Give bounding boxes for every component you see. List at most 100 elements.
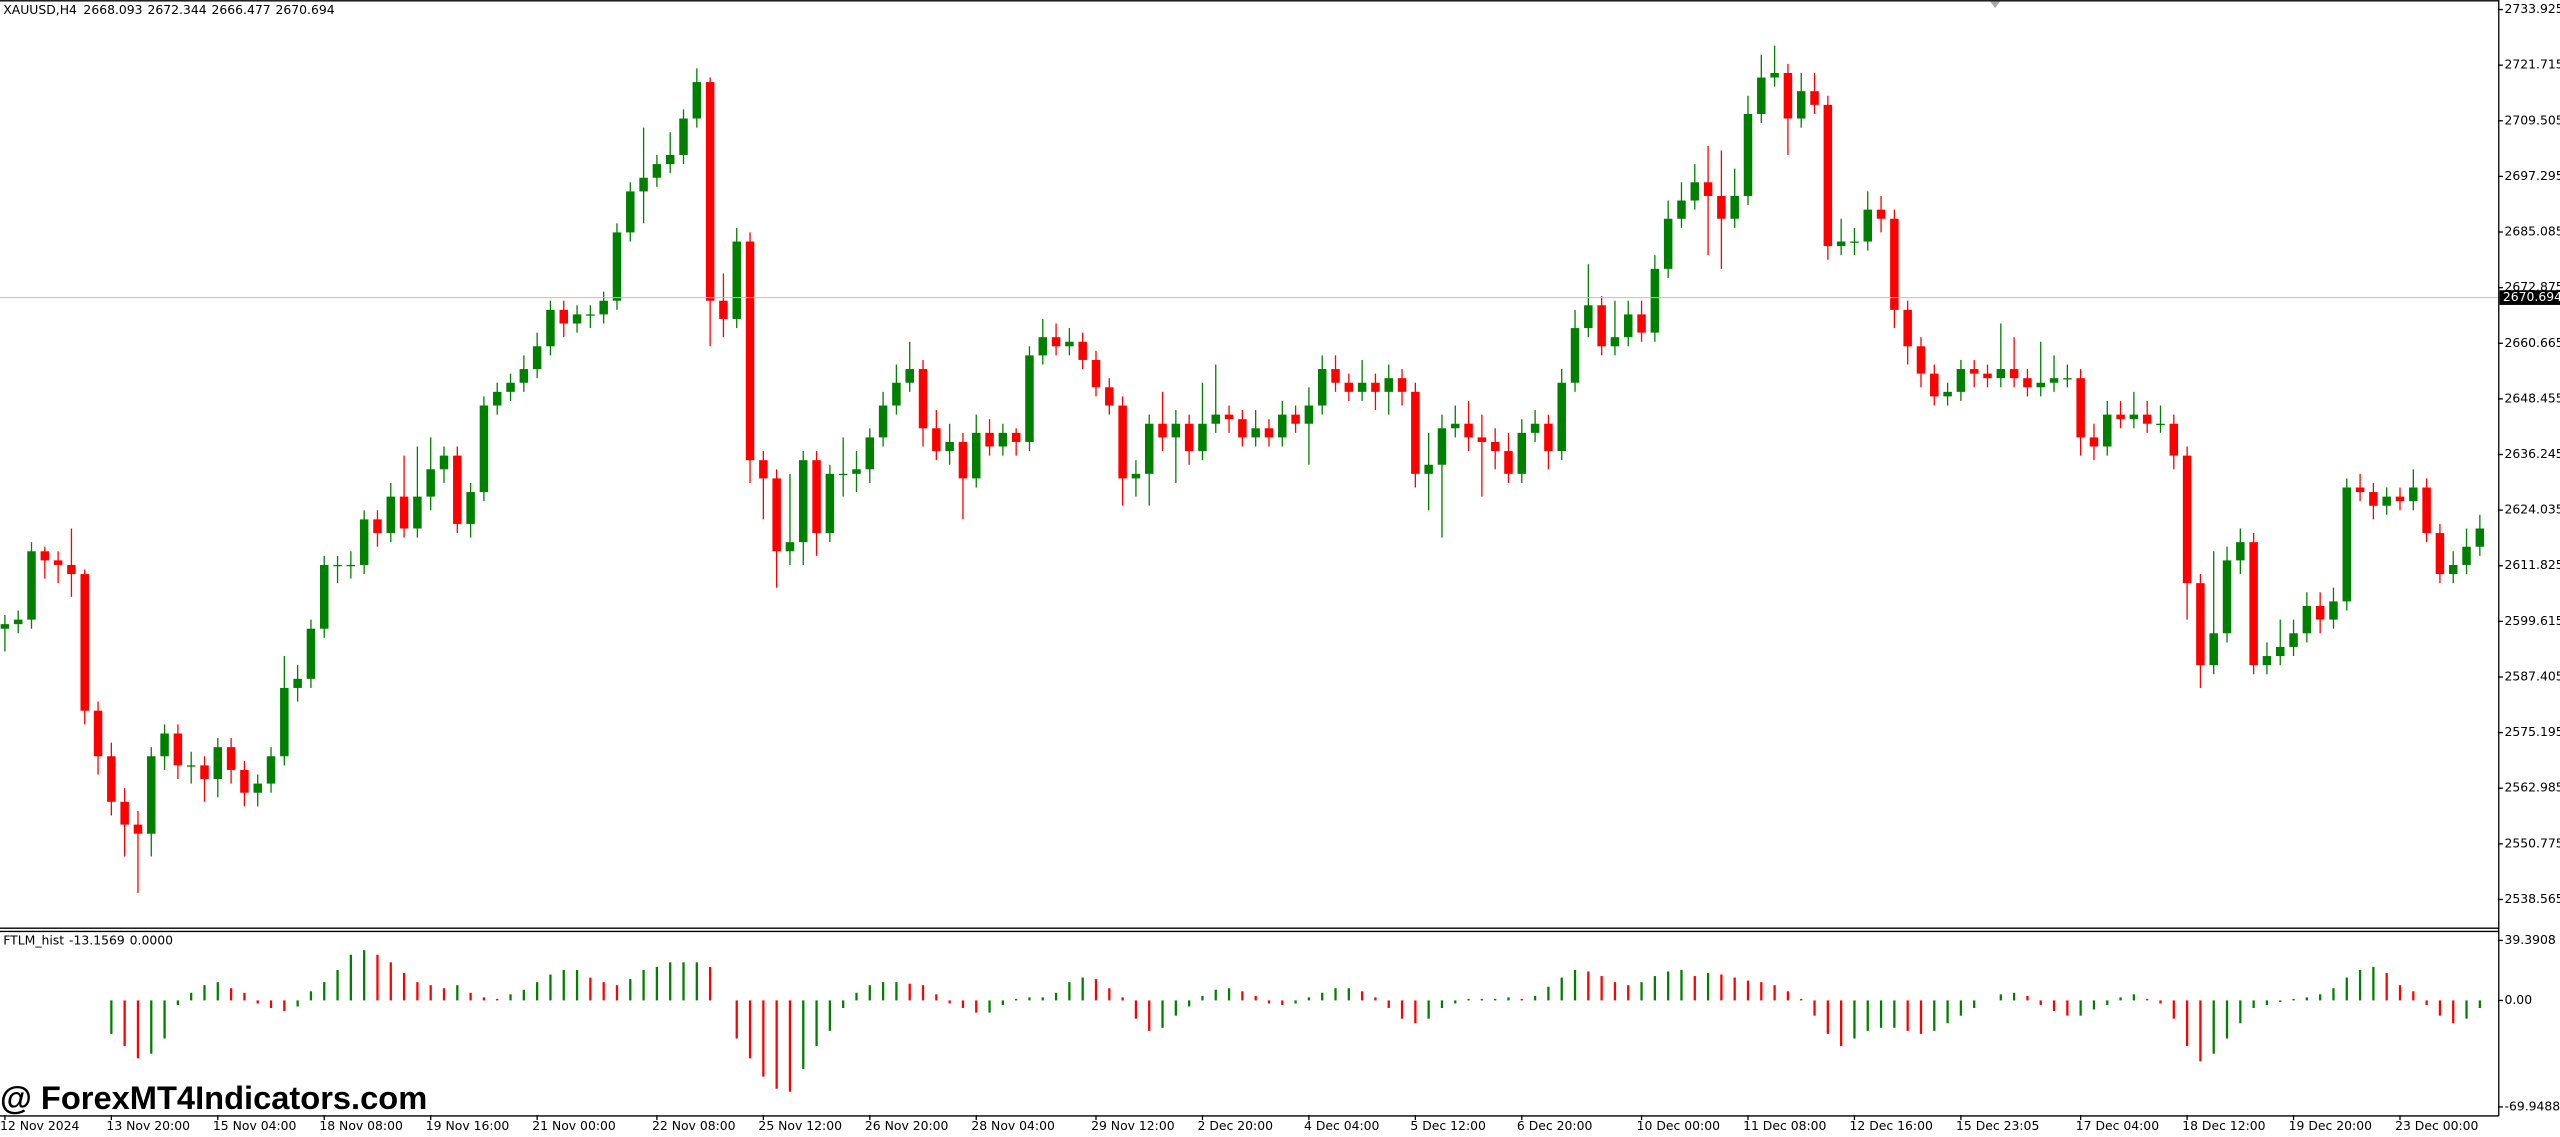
candle-body xyxy=(2209,633,2218,666)
candle-body xyxy=(2395,496,2405,502)
y-tick-label: 2562.985 xyxy=(2504,780,2560,795)
candle-body xyxy=(2276,646,2285,657)
candle-body xyxy=(2182,455,2192,584)
candle-body xyxy=(40,551,50,561)
candle-body xyxy=(2369,492,2378,506)
symbol: XAUUSD,H4 xyxy=(3,1,77,16)
candle-body xyxy=(2302,605,2312,634)
candle-body xyxy=(1490,441,1500,452)
candle-body xyxy=(2236,542,2245,561)
candle-body xyxy=(1065,341,1074,347)
x-tick-label: 12 Nov 2024 xyxy=(0,1118,79,1133)
candle-body xyxy=(1477,437,1487,442)
candle-body xyxy=(253,783,262,793)
candle-body xyxy=(27,551,36,620)
y-tick-label: 2709.505 xyxy=(2504,112,2560,127)
candle-body xyxy=(1996,369,2006,379)
candle-body xyxy=(1411,391,1420,474)
candle-body xyxy=(280,687,289,757)
candle-body xyxy=(2222,560,2232,634)
candle-body xyxy=(1876,209,1886,219)
candle-body xyxy=(1610,337,1620,347)
candle-body xyxy=(1823,104,1833,247)
candle-body xyxy=(453,455,462,524)
candle-body xyxy=(612,232,622,301)
candle-body xyxy=(705,82,715,301)
y-tick-label: 2685.085 xyxy=(2504,224,2560,239)
candle-body xyxy=(107,756,116,802)
candle-body xyxy=(2129,414,2139,420)
header-close: 2670.694 xyxy=(276,1,335,16)
candle-body xyxy=(958,441,968,479)
candle-body xyxy=(1690,182,1700,201)
x-tick-label: 29 Nov 12:00 xyxy=(1091,1118,1175,1133)
candle-body xyxy=(1384,378,1393,392)
candle-body xyxy=(2475,528,2485,547)
x-tick-label: 21 Nov 00:00 xyxy=(532,1118,616,1133)
candle-body xyxy=(67,564,76,575)
candle-body xyxy=(1517,432,1527,474)
candle-body xyxy=(1105,387,1114,406)
candle-body xyxy=(2116,414,2125,420)
candle-body xyxy=(546,309,555,347)
candle-body xyxy=(2023,378,2032,388)
indicator-value: -13.1569 xyxy=(69,932,125,947)
candle-body xyxy=(80,574,89,711)
candle-body xyxy=(679,118,688,155)
y-tick-label: 2624.035 xyxy=(2504,502,2560,517)
candle-body xyxy=(2142,414,2152,424)
candle-body xyxy=(1464,423,1473,438)
x-tick-label: 23 Dec 00:00 xyxy=(2395,1118,2478,1133)
candle-body xyxy=(399,496,409,529)
candle-body xyxy=(852,469,861,474)
x-tick-label: 13 Nov 20:00 xyxy=(106,1118,190,1133)
candle-body xyxy=(426,469,435,497)
candle-body xyxy=(2355,487,2365,493)
candle-body xyxy=(2329,601,2338,620)
x-tick-label: 5 Dec 12:00 xyxy=(1410,1118,1486,1133)
y-tick-label: 2636.245 xyxy=(2504,446,2560,461)
candle-body xyxy=(1544,423,1553,452)
candle-body xyxy=(1437,428,1447,465)
candle-body xyxy=(2409,487,2418,502)
candle-body xyxy=(1930,373,1939,397)
candle-body xyxy=(2315,605,2325,620)
candle-body xyxy=(1224,414,1234,420)
candle-body xyxy=(2422,487,2431,534)
candle-body xyxy=(1890,218,1899,310)
candle-body xyxy=(599,300,608,315)
candle-body xyxy=(626,191,635,233)
candle-body xyxy=(812,460,821,534)
candle-body xyxy=(2435,533,2445,575)
candle-body xyxy=(2036,382,2045,388)
candle-body xyxy=(1650,268,1660,333)
candle-body xyxy=(732,241,741,319)
candle-body xyxy=(506,382,515,392)
y-tick-label: 2575.195 xyxy=(2504,724,2560,739)
x-tick-label: 6 Dec 20:00 xyxy=(1517,1118,1593,1133)
candle-body xyxy=(772,478,781,552)
x-tick-label: 10 Dec 00:00 xyxy=(1637,1118,1720,1133)
x-tick-label: 19 Nov 16:00 xyxy=(426,1118,510,1133)
candle-body xyxy=(1144,423,1154,474)
y-tick-label: -69.9488 xyxy=(2504,1098,2560,1113)
candle-body xyxy=(1198,423,1207,452)
candle-body xyxy=(865,437,875,470)
x-tick-label: 17 Dec 04:00 xyxy=(2076,1118,2159,1133)
candle-body xyxy=(200,765,209,780)
y-tick-label: 2538.565 xyxy=(2504,891,2560,906)
y-tick-label: 2599.615 xyxy=(2504,613,2560,628)
y-tick-label: 2697.295 xyxy=(2504,168,2560,183)
candle-body xyxy=(1863,209,1872,242)
candle-body xyxy=(945,441,954,452)
candle-body xyxy=(147,756,156,834)
candle-body xyxy=(1304,405,1314,424)
candle-body xyxy=(2196,583,2205,666)
candle-body xyxy=(1637,314,1646,333)
header-low: 2666.477 xyxy=(211,1,270,16)
candle-body xyxy=(905,369,914,383)
candle-body xyxy=(1344,382,1354,392)
chart-header: XAUUSD,H4 2668.093 2672.344 2666.477 2670.69… xyxy=(3,1,334,16)
